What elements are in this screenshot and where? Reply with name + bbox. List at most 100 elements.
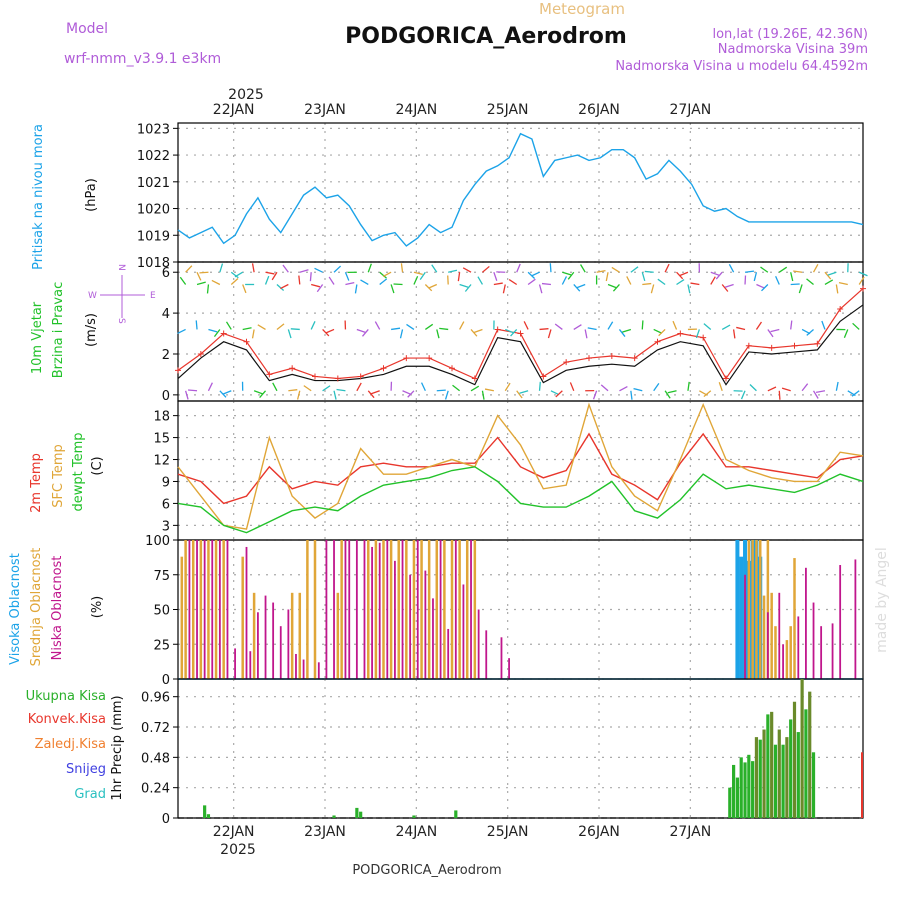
wind-arrow xyxy=(436,329,440,339)
wind-arrow xyxy=(592,390,598,400)
precip-bar xyxy=(739,757,743,818)
y-tick-label: 3 xyxy=(162,519,170,534)
wind-arrow xyxy=(413,275,419,285)
credit-label: made by Angel xyxy=(874,547,890,653)
wind-arrow xyxy=(356,328,366,334)
wind-arrow xyxy=(225,321,232,330)
wind-arrow xyxy=(584,329,588,339)
gust-marker xyxy=(723,375,729,382)
wind-arrow xyxy=(806,278,814,285)
wind-arrow xyxy=(622,328,632,333)
gust-marker xyxy=(334,375,341,382)
precip-bar xyxy=(751,761,755,818)
gust-marker xyxy=(745,342,752,349)
wind-arrow xyxy=(626,276,632,285)
bottom-day-labels: 22JAN 23JAN 24JAN 25JAN 26JAN 27JAN xyxy=(213,824,711,840)
wind-arrow xyxy=(464,284,472,292)
precip-bar xyxy=(758,739,762,818)
precip-bar xyxy=(804,709,808,818)
wind-arrow xyxy=(539,328,549,331)
mid-cloud-bar xyxy=(340,540,343,679)
y-tick-label: 1023 xyxy=(137,122,170,137)
wind-arrow xyxy=(251,263,255,273)
wind-arrow xyxy=(431,264,438,273)
wind-arrow xyxy=(531,271,540,277)
y-tick-label: 0 xyxy=(162,812,170,827)
wind-arrow xyxy=(457,272,461,282)
panel-precipitation: 0 0.24 0.48 0.72 0.96 xyxy=(141,678,864,827)
wind-arrow xyxy=(242,327,252,331)
mid-cloud-bar xyxy=(336,592,340,679)
wind-arrow xyxy=(761,284,769,292)
mid-cloud-bar xyxy=(766,540,770,679)
wind-arrow xyxy=(806,328,814,336)
mid-cloud-bar xyxy=(252,592,256,679)
mid-cloud-bar xyxy=(789,626,792,679)
wind-arrow xyxy=(265,271,275,275)
wind-arrow xyxy=(812,390,819,399)
wind-arrow xyxy=(710,276,716,285)
wind-arrow xyxy=(184,390,189,400)
low-cloud-bar xyxy=(812,602,815,679)
mid-cloud-bar xyxy=(241,556,244,679)
precip-bar xyxy=(781,744,785,818)
wind-arrow xyxy=(812,264,819,273)
wind-arrow xyxy=(493,282,503,286)
top-year-label: 2025 xyxy=(228,87,264,103)
gust-marker xyxy=(426,355,433,362)
wind-arrow xyxy=(611,266,620,273)
dewpt-line xyxy=(177,466,864,534)
mid-cloud-bar xyxy=(774,626,777,679)
y-tick-label: 0 xyxy=(162,389,170,404)
low-cloud-bar xyxy=(416,540,419,679)
wind-arrow xyxy=(756,283,765,289)
wind-arrow xyxy=(436,389,446,392)
wind-arrow xyxy=(448,269,458,273)
wind-arrow xyxy=(179,276,187,285)
pressure-title: Pritisak na nivou mora xyxy=(31,124,46,270)
precip-bar xyxy=(728,787,732,818)
wind-arrow xyxy=(234,271,244,278)
wind-arrow xyxy=(538,381,541,391)
wind-arrow xyxy=(424,323,434,330)
wind-arrow xyxy=(406,323,415,330)
low-cloud-bar xyxy=(839,565,842,679)
precip-bar xyxy=(796,732,800,818)
wind-arrow xyxy=(690,282,700,286)
wind-arrow xyxy=(282,264,289,273)
wind-arrow xyxy=(420,382,426,392)
low-cloud-bar xyxy=(264,595,267,679)
wind-arrow xyxy=(858,271,868,277)
gust-marker xyxy=(243,338,250,345)
mid-cloud-bar xyxy=(405,540,408,679)
station-altitude: Nadmorska Visina 39m xyxy=(718,42,868,57)
wind-arrow xyxy=(824,279,834,286)
high-cloud-bar xyxy=(739,556,744,679)
high-cloud-title: Visoka Oblacnost xyxy=(8,553,23,665)
gust-marker xyxy=(814,340,821,347)
sfc-temp-line xyxy=(177,402,864,530)
wind-arrow xyxy=(710,271,720,276)
legend-snow: Snijeg xyxy=(66,762,106,777)
wind-arrow xyxy=(310,321,316,330)
y-tick-label: 18 xyxy=(153,410,170,425)
wind-arrow xyxy=(618,329,626,337)
precip-bar xyxy=(747,754,751,818)
wind-arrow xyxy=(843,329,849,339)
bottom-day-label: 23JAN xyxy=(304,824,346,840)
wind-arrow xyxy=(679,271,689,277)
wind-arrow xyxy=(852,322,860,330)
wind-arrow xyxy=(835,284,839,294)
low-cloud-bar xyxy=(371,546,373,679)
wind-arrow xyxy=(196,281,206,286)
low-cloud-bar xyxy=(394,560,396,679)
low-cloud-bar xyxy=(409,574,412,679)
low-cloud-bar xyxy=(333,540,335,679)
precip-unit: 1hr Precip (mm) xyxy=(110,695,125,800)
low-cloud-bar xyxy=(797,616,800,679)
cloud-unit: (%) xyxy=(90,596,105,619)
gust-marker xyxy=(563,359,570,366)
mid-cloud-bar xyxy=(199,540,203,679)
wind-arrow xyxy=(664,390,671,399)
low-cloud-bar xyxy=(485,630,488,679)
